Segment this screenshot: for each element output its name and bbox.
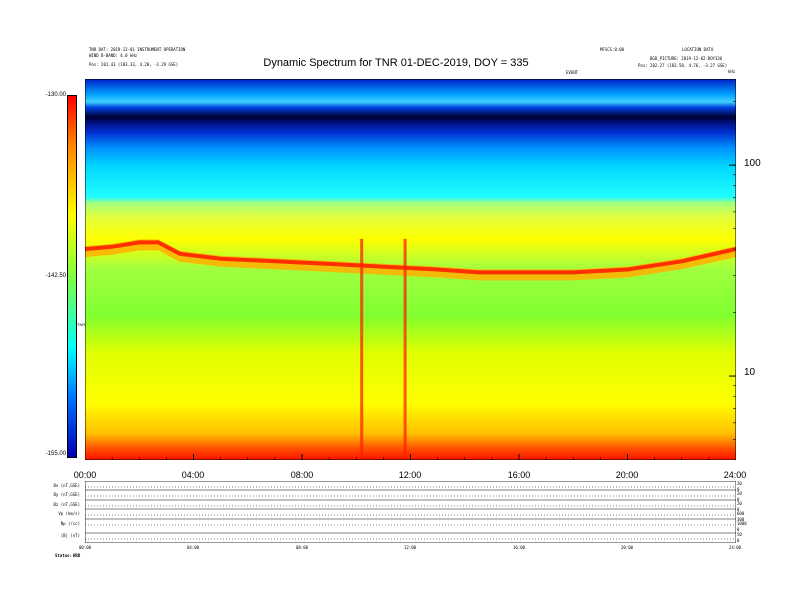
panel-label: |B| (nT) <box>60 533 80 538</box>
x-tick-label: 08:00 <box>290 470 314 480</box>
x-tick-label: 12:00 <box>398 470 422 480</box>
panel-time-tick: 24:00 <box>728 545 742 550</box>
y-tick-label: 100 <box>744 158 761 169</box>
panel-time-tick: 04:00 <box>186 545 200 550</box>
panel-label: Np (/cc) <box>60 521 80 526</box>
panel-label: Vp (km/s) <box>58 511 80 516</box>
header-right-line1: LOCATION DATA <box>682 47 714 52</box>
plasma-line <box>85 240 736 275</box>
panel-time-tick: 00:00 <box>78 545 92 550</box>
panel-right-label: 600 <box>737 511 745 516</box>
event-label: EVENT <box>566 70 579 75</box>
plasma-line-band <box>85 239 736 281</box>
panel-right-label: 0 <box>737 507 740 512</box>
chart-title: Dynamic Spectrum for TNR 01-DEC-2019, DO… <box>263 57 529 69</box>
panel-time-tick: 16:00 <box>512 545 526 550</box>
panel-right-label: 20 <box>737 501 742 506</box>
status-value: HRD <box>73 553 81 558</box>
spectrogram-plot <box>85 79 736 460</box>
x-tick-label: 04:00 <box>181 470 205 480</box>
panel-right-label: 20 <box>737 491 742 496</box>
radio-burst <box>403 238 407 460</box>
x-tick-label: 16:00 <box>507 470 531 480</box>
panel-right-label: 0 <box>737 497 740 502</box>
header-left-line3: Pos: 201.43 (183.33, 4.28, -3.29 GSE) <box>89 62 179 67</box>
radio-burst <box>360 238 364 460</box>
header-right-line3: Pos: 202.27 (183.58, 4.76, -3.27 GSE) <box>638 63 728 68</box>
khz-label: kHz <box>728 69 736 74</box>
panel-right-label: 0 <box>737 538 740 543</box>
panels-frame <box>85 481 736 543</box>
colorbar-unit: TNR <box>77 322 86 327</box>
panel-label: Bx (nT,GSE) <box>53 483 81 488</box>
panel-time-tick: 12:00 <box>403 545 417 550</box>
header-mid-right: MFSCS:0:00 <box>600 47 625 52</box>
colorbar-top-label: -130.00 <box>45 92 66 98</box>
header-left-line2: WIND B-BAND: 4.0 kHz <box>89 53 138 58</box>
panel-time-tick: 08:00 <box>295 545 309 550</box>
header-left-line1: TNR DAT: 2019-12-01 INSTRUMENT OPERATION <box>89 47 186 52</box>
y-tick-label: 10 <box>744 367 756 378</box>
x-tick-label: 24:00 <box>723 470 747 480</box>
parameter-panels <box>85 481 736 543</box>
panel-right-label: 0 <box>737 487 740 492</box>
panel-right-label: 0 <box>737 527 740 532</box>
x-tick-label: 00:00 <box>73 470 97 480</box>
colorbar-mid-label: -142.50 <box>45 273 66 279</box>
panel-right-label: 1000 <box>737 521 747 526</box>
panel-right-label: 20 <box>737 481 742 486</box>
header-right-line2: BGD_PICTURE: 2019-12-02-DOY336 <box>650 56 723 61</box>
colorbar <box>67 95 77 458</box>
panel-right-label: 300 <box>737 517 745 522</box>
panel-label: By (nT,GSE) <box>53 492 81 497</box>
colorbar-bottom-label: -155.00 <box>45 451 66 457</box>
status-label: Status: <box>55 553 72 558</box>
panel-right-label: 50 <box>737 532 742 537</box>
x-tick-label: 20:00 <box>615 470 639 480</box>
panel-label: Bz (nT,GSE) <box>53 502 81 507</box>
panel-time-tick: 20:00 <box>620 545 634 550</box>
